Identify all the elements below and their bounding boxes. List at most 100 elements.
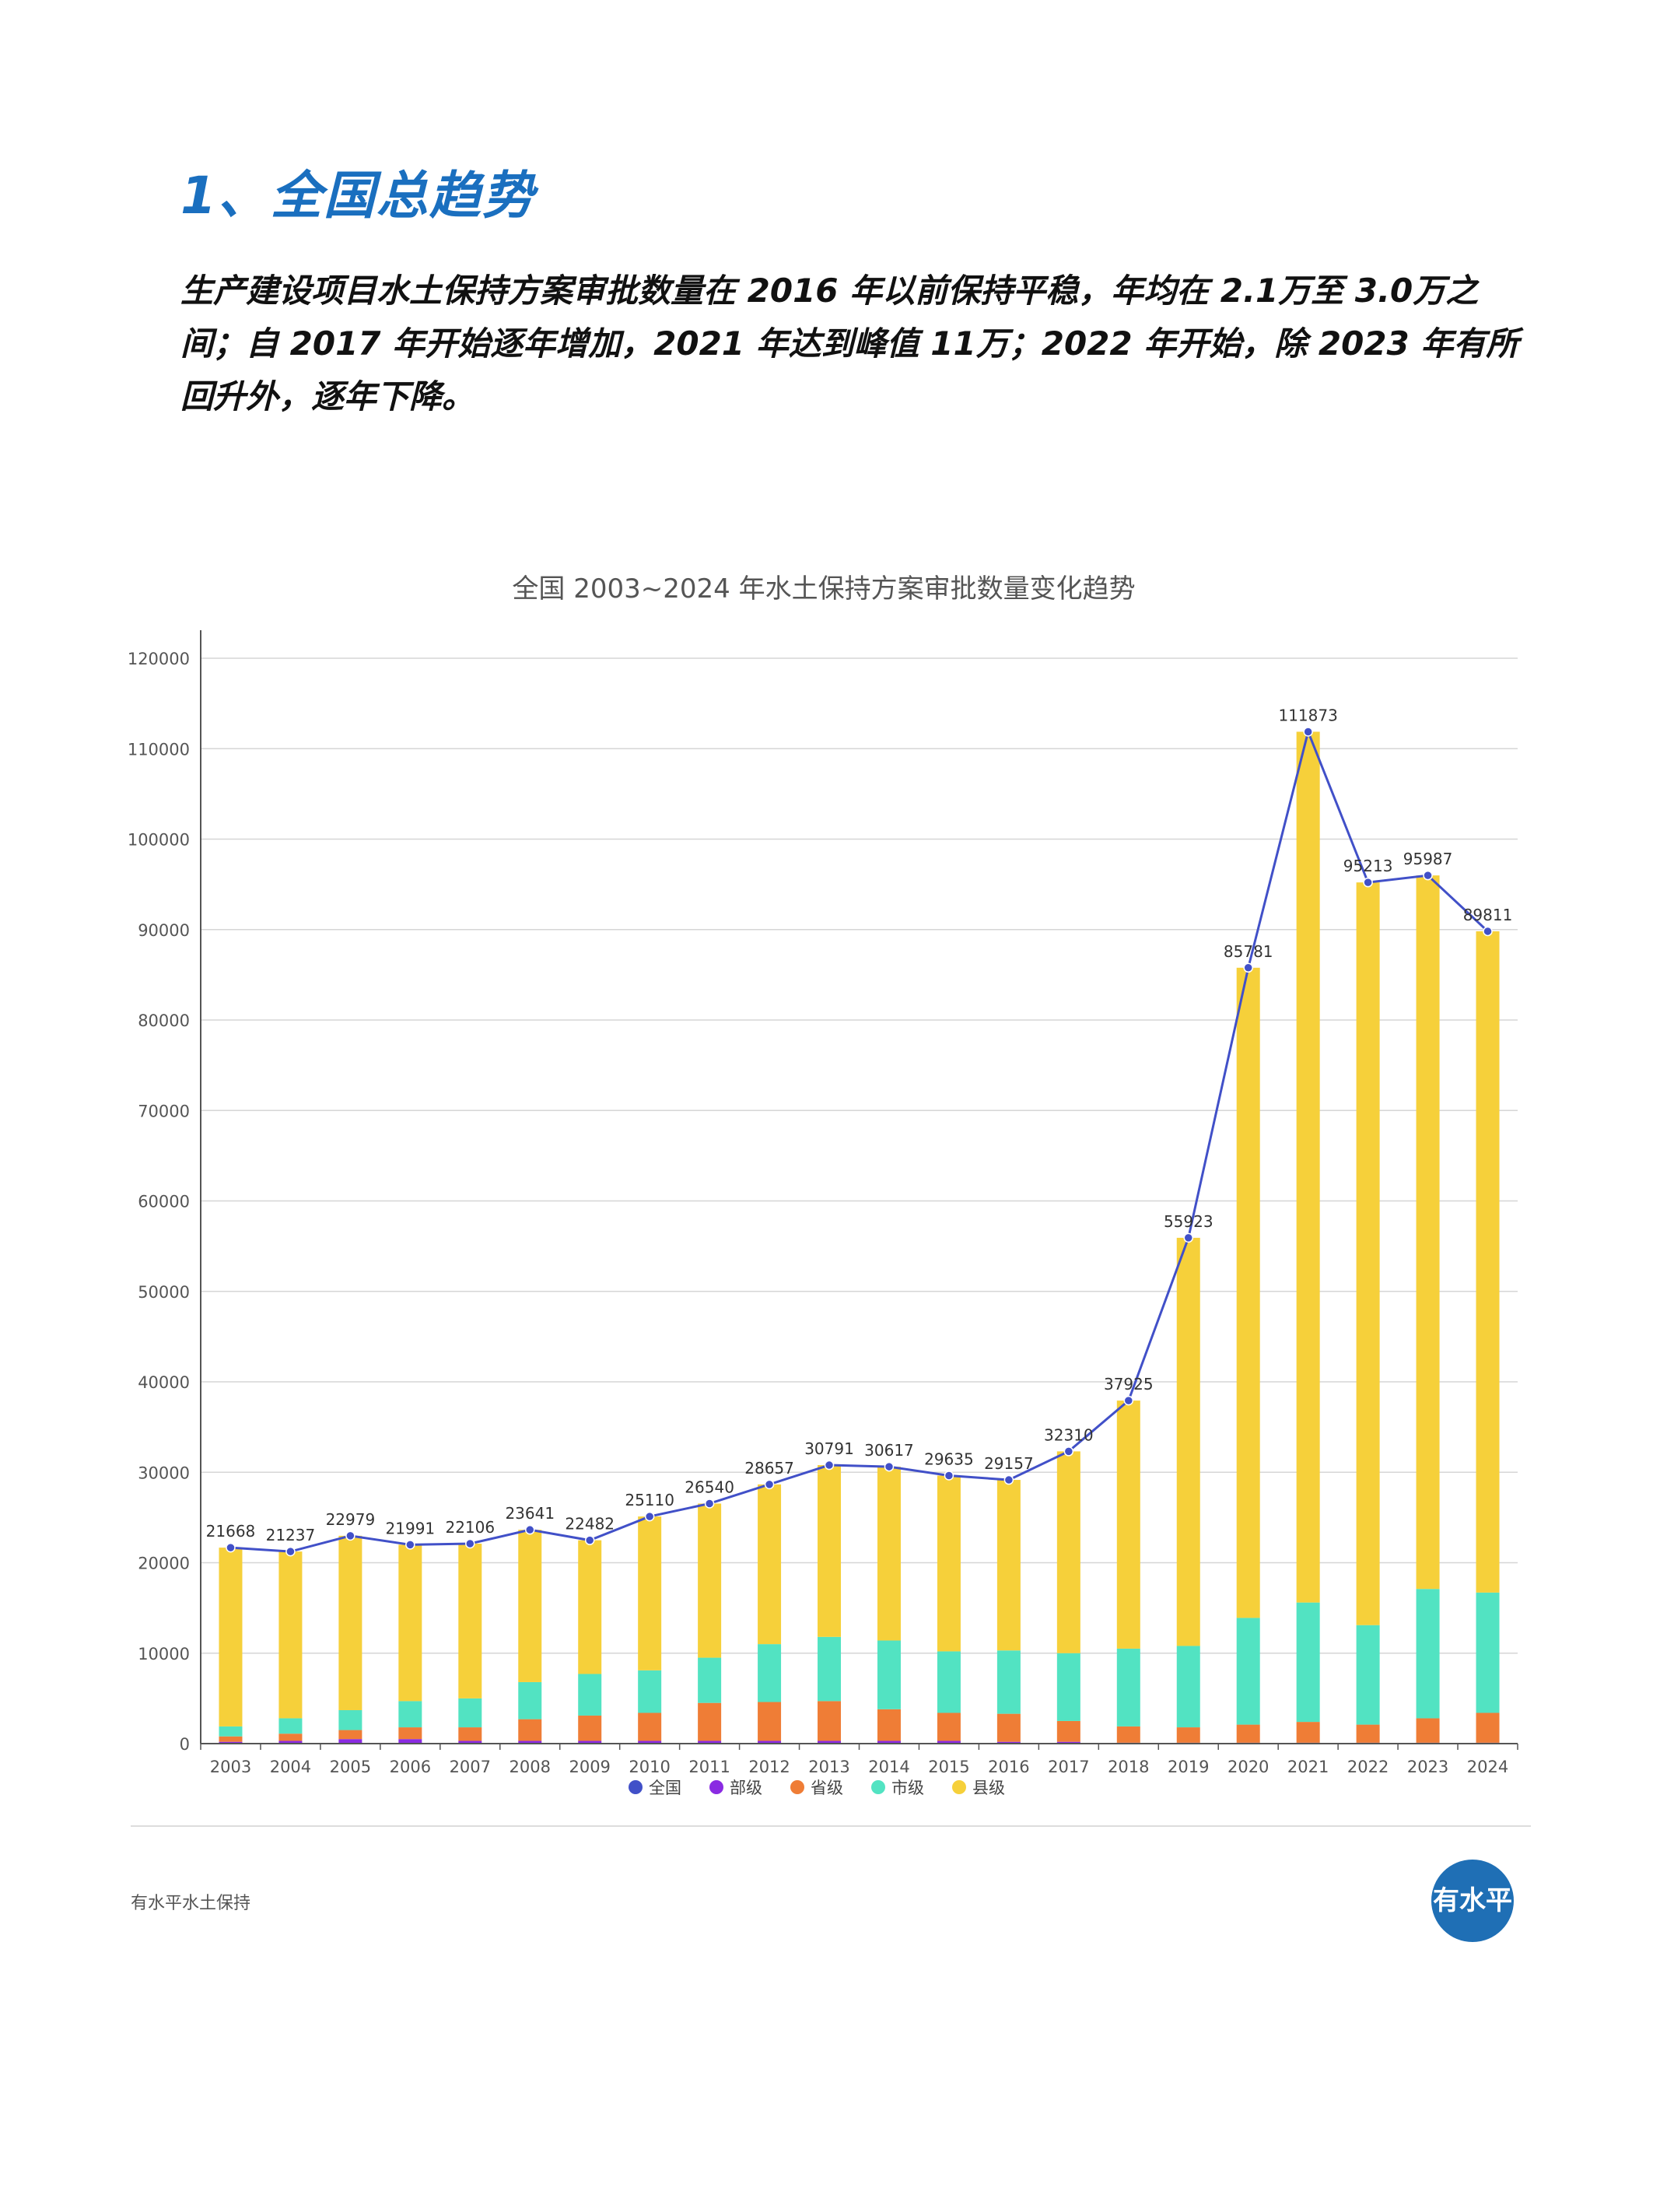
bar-segment-部级 [458,1741,482,1744]
bar-segment-县级 [458,1544,482,1698]
bar-segment-部级 [818,1741,842,1744]
bar-segment-市级 [1296,1602,1320,1723]
legend-marker [790,1780,804,1794]
bar-segment-县级 [758,1484,782,1645]
bar-segment-省级 [458,1727,482,1741]
bar-segment-县级 [996,1480,1021,1651]
summary-paragraph: 生产建设项目水土保持方案审批数量在 2016 年以前保持平稳，年均在 2.1万至… [180,272,1519,415]
legend-item-市级[interactable]: 市级 [871,1779,924,1797]
legend-item-全国[interactable]: 全国 [629,1779,681,1797]
bar-segment-省级 [1116,1726,1140,1743]
y-tick-label: 120000 [128,650,190,668]
y-axis-ticks: 0 10000 20000 30000 40000 50000 60000 70000 8000… [128,630,201,1754]
bar-segment-县级 [219,1548,243,1726]
x-tick-label: 2017 [1048,1758,1089,1776]
bar-segment-省级 [758,1702,782,1741]
x-tick-label: 2007 [450,1758,491,1776]
bar-segment-县级 [1476,931,1500,1593]
bar-segment-县级 [278,1551,303,1719]
total-point [525,1524,535,1535]
y-tick-label: 70000 [138,1102,190,1120]
bar-segment-市级 [1176,1646,1200,1728]
legend-label: 县级 [972,1779,1005,1797]
y-tick-label: 100000 [128,831,190,850]
bar-segment-省级 [219,1736,243,1742]
total-point [1183,1232,1193,1243]
data-label: 30617 [864,1441,914,1460]
data-label: 95987 [1403,850,1453,868]
bar-segment-省级 [698,1702,722,1741]
bar-segment-市级 [877,1640,901,1709]
x-tick-label: 2024 [1467,1758,1508,1776]
x-tick-label: 2006 [390,1758,431,1776]
grid-lines [201,657,1518,1654]
legend-marker [709,1780,723,1794]
bar-segment-市级 [278,1718,303,1734]
bar-segment-市级 [1056,1653,1080,1721]
data-label: 28657 [744,1459,794,1478]
bar-segment-县级 [1116,1400,1140,1649]
x-tick-label: 2020 [1227,1758,1269,1776]
total-point [944,1471,954,1481]
total-point [1123,1395,1134,1406]
data-label: 22482 [565,1515,615,1534]
x-tick-label: 2011 [688,1758,730,1776]
x-tick-label: 2003 [210,1758,251,1776]
y-tick-label: 80000 [138,1011,190,1030]
data-label: 21237 [266,1526,316,1544]
total-line-path [230,727,1489,1553]
bar-segment-县级 [398,1544,422,1702]
data-label: 29635 [924,1450,974,1468]
legend-item-县级[interactable]: 县级 [952,1779,1005,1797]
bar-segment-市级 [638,1670,662,1713]
bar-segment-部级 [518,1741,542,1744]
data-label: 25110 [625,1491,674,1509]
legend-item-省级[interactable]: 省级 [790,1779,843,1797]
total-point [1243,962,1253,973]
bar-segment-部级 [398,1739,422,1744]
brand-logo: 有水平 [1431,1860,1514,1942]
bar-segment-省级 [937,1712,961,1741]
bar-segment-部级 [698,1741,722,1744]
stacked-bars [219,731,1500,1744]
bar-segment-县级 [518,1530,542,1682]
legend-item-部级[interactable]: 部级 [709,1779,762,1797]
bar-segment-市级 [1476,1592,1500,1713]
y-tick-label: 110000 [128,740,190,759]
bar-segment-省级 [278,1733,303,1741]
bar-segment-部级 [578,1741,602,1744]
total-point [1003,1474,1014,1485]
bar-segment-省级 [1356,1724,1380,1743]
bar-segment-省级 [398,1727,422,1740]
x-tick-label: 2008 [510,1758,551,1776]
bar-segment-部级 [996,1741,1021,1744]
bar-segment-部级 [338,1739,362,1744]
bar-segment-省级 [996,1713,1021,1742]
total-point [285,1546,296,1557]
bar-segment-县级 [877,1467,901,1641]
total-point [226,1542,236,1553]
bar-segment-县级 [1236,967,1260,1618]
legend-label: 部级 [730,1779,762,1797]
bar-segment-市级 [1236,1618,1260,1725]
x-tick-label: 2014 [868,1758,909,1776]
chart-legend[interactable]: 全国 部级 省级 市级 县级 [629,1779,1005,1797]
bar-segment-省级 [1476,1712,1500,1743]
total-point [884,1461,895,1472]
data-label: 21668 [206,1522,256,1541]
bar-segment-省级 [1236,1724,1260,1743]
data-label: 29157 [984,1454,1034,1473]
x-tick-label: 2005 [330,1758,371,1776]
bar-segment-省级 [518,1719,542,1741]
x-tick-label: 2023 [1407,1758,1448,1776]
bar-segment-部级 [877,1741,901,1744]
y-tick-label: 40000 [138,1373,190,1392]
total-point [1423,870,1433,881]
y-tick-label: 10000 [138,1645,190,1663]
bar-segment-部级 [219,1741,243,1744]
data-label: 22106 [445,1518,495,1537]
legend-marker [629,1780,643,1794]
total-point [345,1530,355,1541]
bar-segment-部级 [937,1741,961,1744]
bar-segment-省级 [1176,1727,1200,1743]
